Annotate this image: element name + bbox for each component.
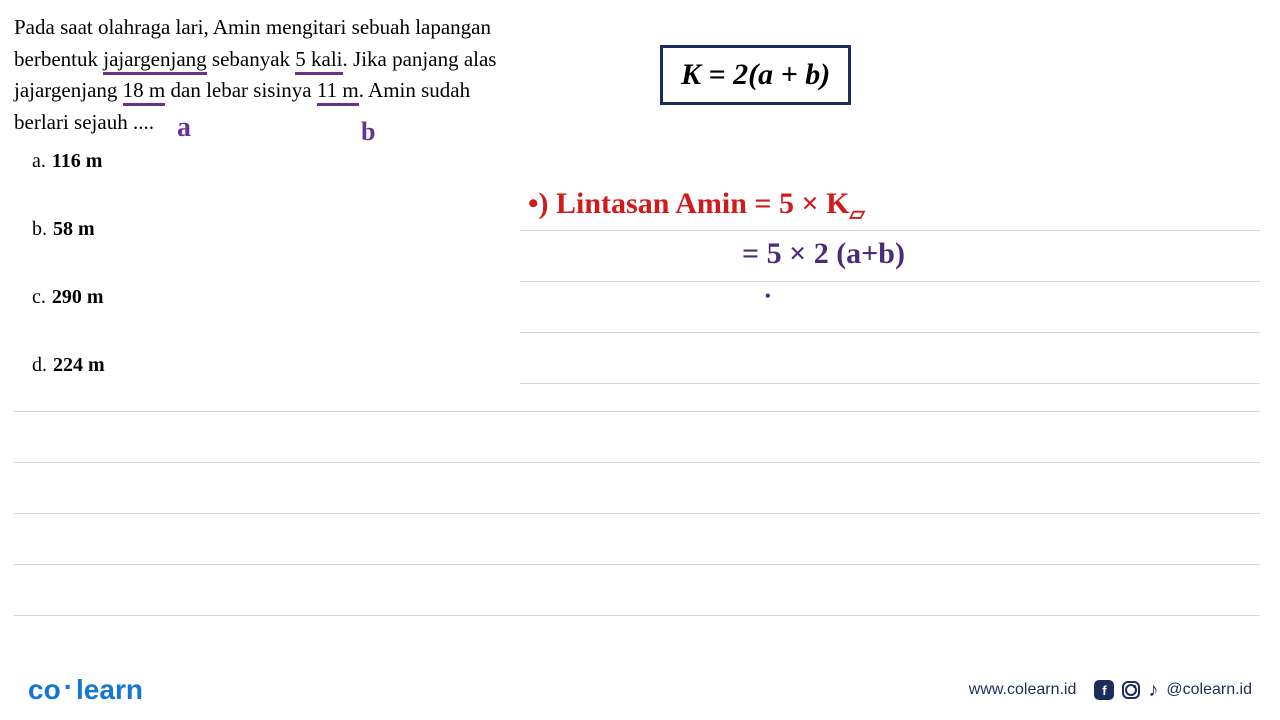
option-b-value: 58 m — [53, 218, 95, 240]
option-a-value: 116 m — [52, 150, 103, 172]
options-list: a. 116 m b. 58 m c. 290 m d. 224 m — [32, 150, 105, 422]
q-line4: berlari sejauh .... — [14, 110, 154, 134]
formula-box: K = 2(a + b) — [660, 45, 851, 105]
q-line3-pre: jajargenjang — [14, 78, 123, 102]
work-red-sub: ▱ — [849, 203, 864, 225]
option-a-letter: a. — [32, 150, 46, 172]
logo-dot: · — [61, 671, 76, 702]
full-rule-line — [14, 411, 1260, 412]
tiktok-icon: ♪ — [1148, 679, 1158, 702]
q-underline-18m: 18 m — [123, 78, 166, 106]
option-c-letter: c. — [32, 286, 46, 308]
footer: co·learn www.colearn.id f ♪ @colearn.id — [0, 660, 1280, 720]
q-line2-mid: sebanyak — [207, 47, 296, 71]
rule-line — [520, 333, 1260, 384]
footer-url: www.colearn.id — [969, 681, 1077, 699]
question-block: Pada saat olahraga lari, Amin mengitari … — [14, 12, 524, 138]
rule-line — [520, 282, 1260, 333]
question-text: Pada saat olahraga lari, Amin mengitari … — [14, 12, 524, 138]
q-line3-mid: dan lebar sisinya — [165, 78, 317, 102]
work-red-text: Lintasan Amin = 5 × K — [556, 187, 849, 220]
logo-co: co — [28, 674, 61, 705]
footer-right: www.colearn.id f ♪ @colearn.id — [969, 679, 1252, 702]
work-red-line: •) Lintasan Amin = 5 × K▱ — [528, 187, 865, 226]
logo-learn: learn — [76, 674, 143, 705]
annotation-a: a — [177, 107, 191, 149]
option-c: c. 290 m — [32, 286, 105, 309]
formula-text: K = 2(a + b) — [681, 58, 830, 91]
option-d-letter: d. — [32, 354, 47, 376]
option-a: a. 116 m — [32, 150, 105, 173]
q-underline-jajargenjang: jajargenjang — [103, 47, 206, 75]
social-group: f ♪ @colearn.id — [1094, 679, 1252, 702]
q-line1: Pada saat olahraga lari, Amin mengitari … — [14, 15, 491, 39]
q-underline-11m: 11 m — [317, 78, 359, 106]
option-b: b. 58 m — [32, 218, 105, 241]
q-line2-post: . Jika panjang alas — [343, 47, 497, 71]
work-purple-dot: • — [765, 288, 771, 306]
work-purple-text: = 5 × 2 (a+b) — [742, 237, 905, 270]
social-handle: @colearn.id — [1166, 681, 1252, 699]
q-line2-pre: berbentuk — [14, 47, 103, 71]
full-rule-line — [14, 513, 1260, 514]
work-purple-line: = 5 × 2 (a+b) — [742, 237, 905, 271]
work-bullet: •) — [528, 187, 549, 220]
q-underline-5kali: 5 kali — [295, 47, 342, 75]
option-b-letter: b. — [32, 218, 47, 240]
option-d-value: 224 m — [53, 354, 105, 376]
brand-logo: co·learn — [28, 674, 143, 706]
q-line3-post: . Amin sudah — [359, 78, 470, 102]
option-c-value: 290 m — [52, 286, 104, 308]
option-d: d. 224 m — [32, 354, 105, 377]
full-rule-line — [14, 615, 1260, 616]
full-rule-line — [14, 564, 1260, 565]
full-rule-line — [14, 462, 1260, 463]
facebook-icon: f — [1094, 680, 1114, 700]
instagram-icon — [1122, 681, 1140, 699]
annotation-b: b — [361, 112, 375, 151]
